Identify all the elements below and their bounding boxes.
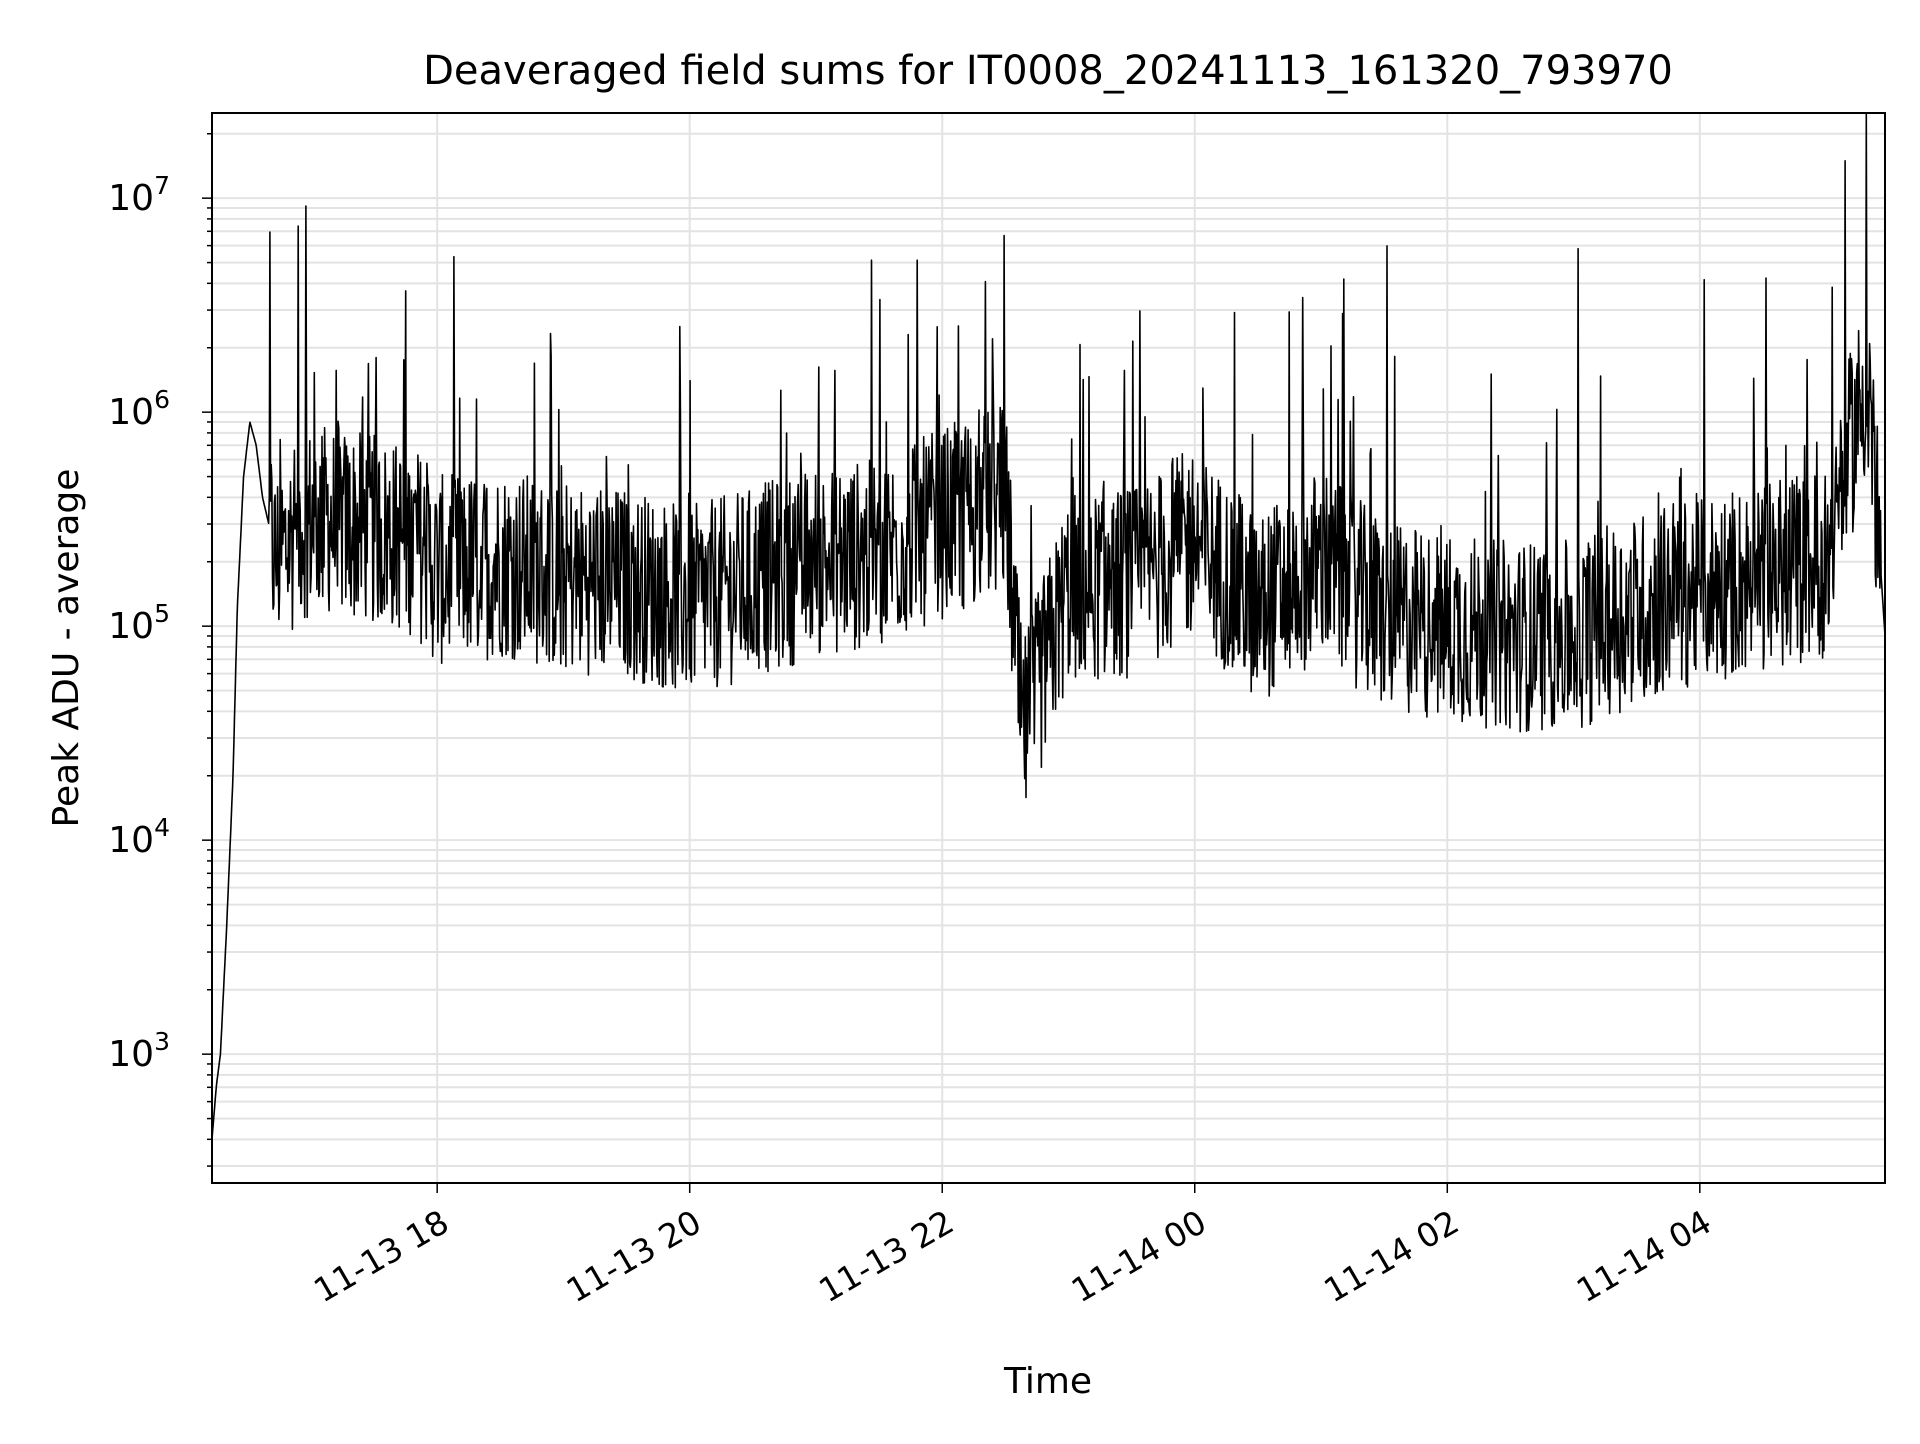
series-line bbox=[211, 113, 1886, 1140]
y-axis-label: Peak ADU - average bbox=[46, 469, 87, 828]
chart-title: Deaveraged field sums for IT0008_2024111… bbox=[423, 48, 1673, 94]
series-layer bbox=[211, 113, 1886, 1140]
y-tick-label: 105 bbox=[108, 599, 170, 647]
plot-frame bbox=[211, 112, 1886, 1184]
x-axis-label: Time bbox=[1003, 1361, 1092, 1402]
